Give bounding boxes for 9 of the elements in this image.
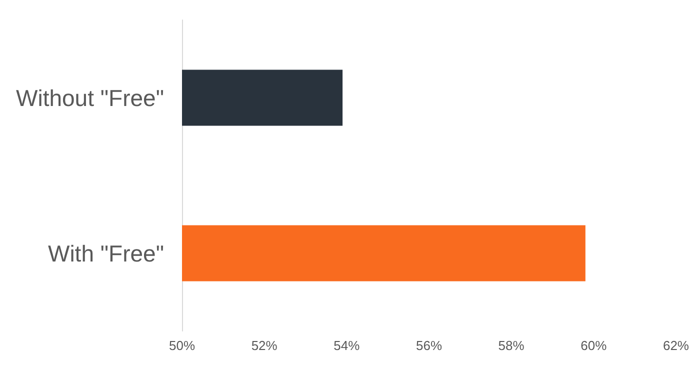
- y-tick-label: Without "Free": [16, 84, 164, 111]
- x-tick-label: 58%: [498, 338, 525, 353]
- x-tick-label: 62%: [662, 338, 690, 353]
- x-tick-label: 56%: [416, 338, 442, 353]
- x-tick-label: 52%: [251, 338, 278, 353]
- x-tick-label: 60%: [580, 338, 608, 353]
- y-tick-label: With "Free": [48, 240, 164, 266]
- x-tick-label: 54%: [334, 338, 360, 353]
- x-tick-label: 50%: [168, 338, 196, 353]
